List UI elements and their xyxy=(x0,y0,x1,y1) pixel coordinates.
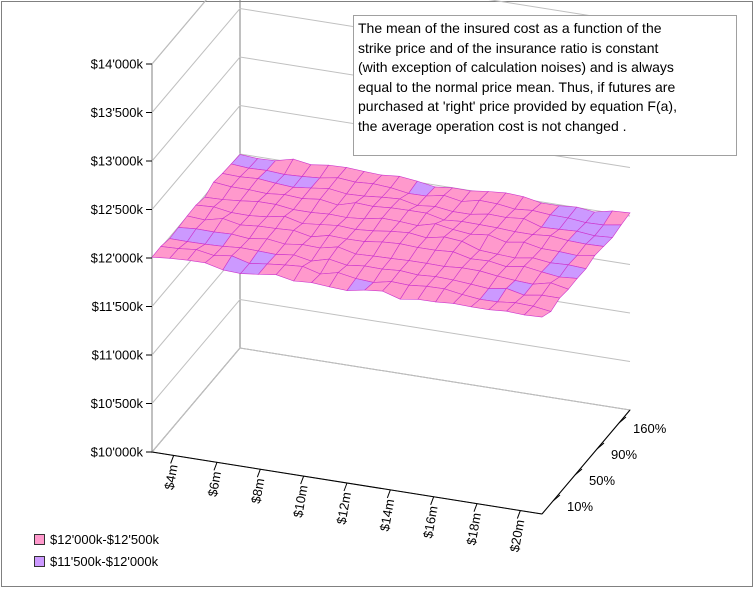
y-tick-mark xyxy=(574,468,583,476)
x-tick-label: $8m xyxy=(248,477,267,505)
x-axis xyxy=(151,451,543,515)
x-tick-mark xyxy=(170,455,175,464)
z-tick-label: $13'000k xyxy=(91,154,144,169)
legend-swatch xyxy=(34,533,45,545)
y-tick-label: 160% xyxy=(633,421,667,436)
z-tick-label: $11'500k xyxy=(92,299,144,314)
z-tick-label: $12'500k xyxy=(91,202,144,217)
legend: $12'000k-$12'500k $11'500k-$12'000k xyxy=(34,528,159,572)
x-tick-mark xyxy=(343,482,348,492)
x-tick-label: $4m xyxy=(161,463,180,491)
x-tick-label: $18m xyxy=(464,512,484,547)
annotation-line: the average operation cost is not change… xyxy=(358,117,627,134)
y-tick-mark xyxy=(618,416,627,424)
z-tick-label: $10'500k xyxy=(91,396,144,411)
z-tick-label: $11'000k xyxy=(92,348,144,363)
annotation-line: purchased at 'right' price provided by e… xyxy=(358,98,677,115)
surface-patch xyxy=(523,305,552,318)
x-tick-mark xyxy=(386,489,391,499)
legend-item: $11'500k-$12'000k xyxy=(34,550,159,572)
legend-swatch xyxy=(34,555,45,567)
y-axis xyxy=(541,409,631,515)
x-tick-mark xyxy=(300,475,305,485)
annotation-box: The mean of the insured cost as a functi… xyxy=(353,15,737,156)
x-tick-label: $14m xyxy=(377,498,397,533)
annotation-line: (with exception of calculation noises) a… xyxy=(358,59,674,76)
z-tick-label: $14'000k xyxy=(91,57,144,72)
z-gridline xyxy=(151,0,631,65)
x-tick-label: $12m xyxy=(334,491,354,526)
z-gridline xyxy=(151,298,631,404)
annotation-line: strike price and of the insurance ratio … xyxy=(358,39,659,56)
x-tick-mark xyxy=(516,510,521,519)
x-tick-label: $6m xyxy=(205,470,224,498)
y-tick-label: 10% xyxy=(567,499,593,514)
floor xyxy=(151,347,631,515)
legend-label: $12'000k-$12'500k xyxy=(50,531,160,547)
y-tick-label: 50% xyxy=(589,473,615,488)
annotation-line: equal to the normal price mean. Thus, if… xyxy=(358,78,676,95)
x-tick-mark xyxy=(473,503,478,512)
x-tick-mark xyxy=(256,469,261,478)
annotation-line: The mean of the insured cost as a functi… xyxy=(358,20,662,36)
z-gridline xyxy=(151,347,631,453)
legend-label: $11'500k-$12'000k xyxy=(50,553,159,569)
x-tick-label: $20m xyxy=(507,518,527,553)
z-tick-label: $13'500k xyxy=(91,105,144,120)
x-tick-label: $10m xyxy=(290,484,310,519)
x-tick-mark xyxy=(213,462,218,471)
z-tick-label: $12'000k xyxy=(91,251,144,266)
y-tick-mark xyxy=(596,442,605,450)
y-tick-label: 90% xyxy=(611,447,637,462)
x-tick-label: $16m xyxy=(420,505,440,540)
y-tick-mark xyxy=(552,494,561,502)
legend-item: $12'000k-$12'500k xyxy=(34,528,159,550)
x-tick-mark xyxy=(430,496,435,505)
z-tick-label: $10'000k xyxy=(91,445,144,460)
